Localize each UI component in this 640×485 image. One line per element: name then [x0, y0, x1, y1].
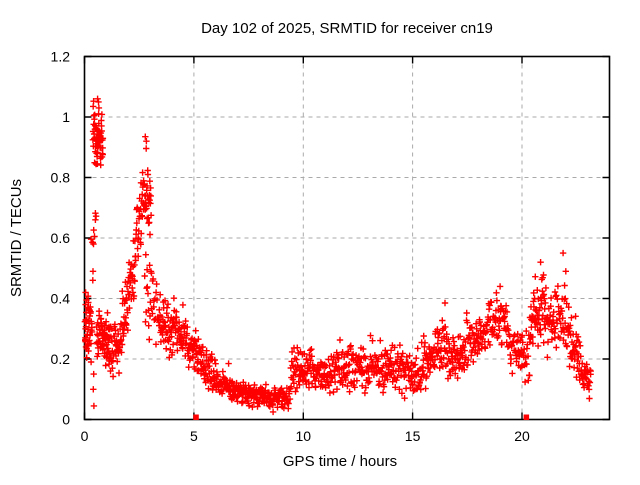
x-tick-label: 10	[296, 428, 312, 444]
x-tick-labels: 0 5 10 15 20	[81, 428, 530, 444]
y-tick-label: 0.8	[51, 169, 71, 185]
y-tick-labels: 0 0.2 0.4 0.6 0.8 1 1.2	[51, 48, 71, 427]
x-tick-label: 15	[405, 428, 421, 444]
chart-title: Day 102 of 2025, SRMTID for receiver cn1…	[201, 20, 493, 37]
y-tick-label: 0.6	[51, 230, 71, 246]
y-tick-label: 0	[62, 411, 70, 427]
axis-marker-square	[523, 414, 530, 420]
axis-marker-squares	[193, 414, 530, 420]
x-tick-label: 5	[190, 428, 198, 444]
x-axis-label: GPS time / hours	[283, 453, 397, 470]
axis-marker-square	[193, 414, 199, 420]
y-axis-label: SRMTID / TECUs	[8, 179, 25, 297]
y-tick-label: 1.2	[51, 48, 71, 64]
grid-lines	[84, 56, 610, 420]
y-tick-label: 0.4	[51, 290, 71, 306]
y-tick-label: 0.2	[51, 351, 71, 367]
plot-frame	[83, 55, 611, 421]
data-points-srmtid	[81, 95, 594, 416]
x-tick-label: 0	[81, 428, 89, 444]
grid-layer	[84, 56, 610, 420]
x-tick-label: 20	[514, 428, 530, 444]
y-tick-label: 1	[62, 109, 70, 125]
